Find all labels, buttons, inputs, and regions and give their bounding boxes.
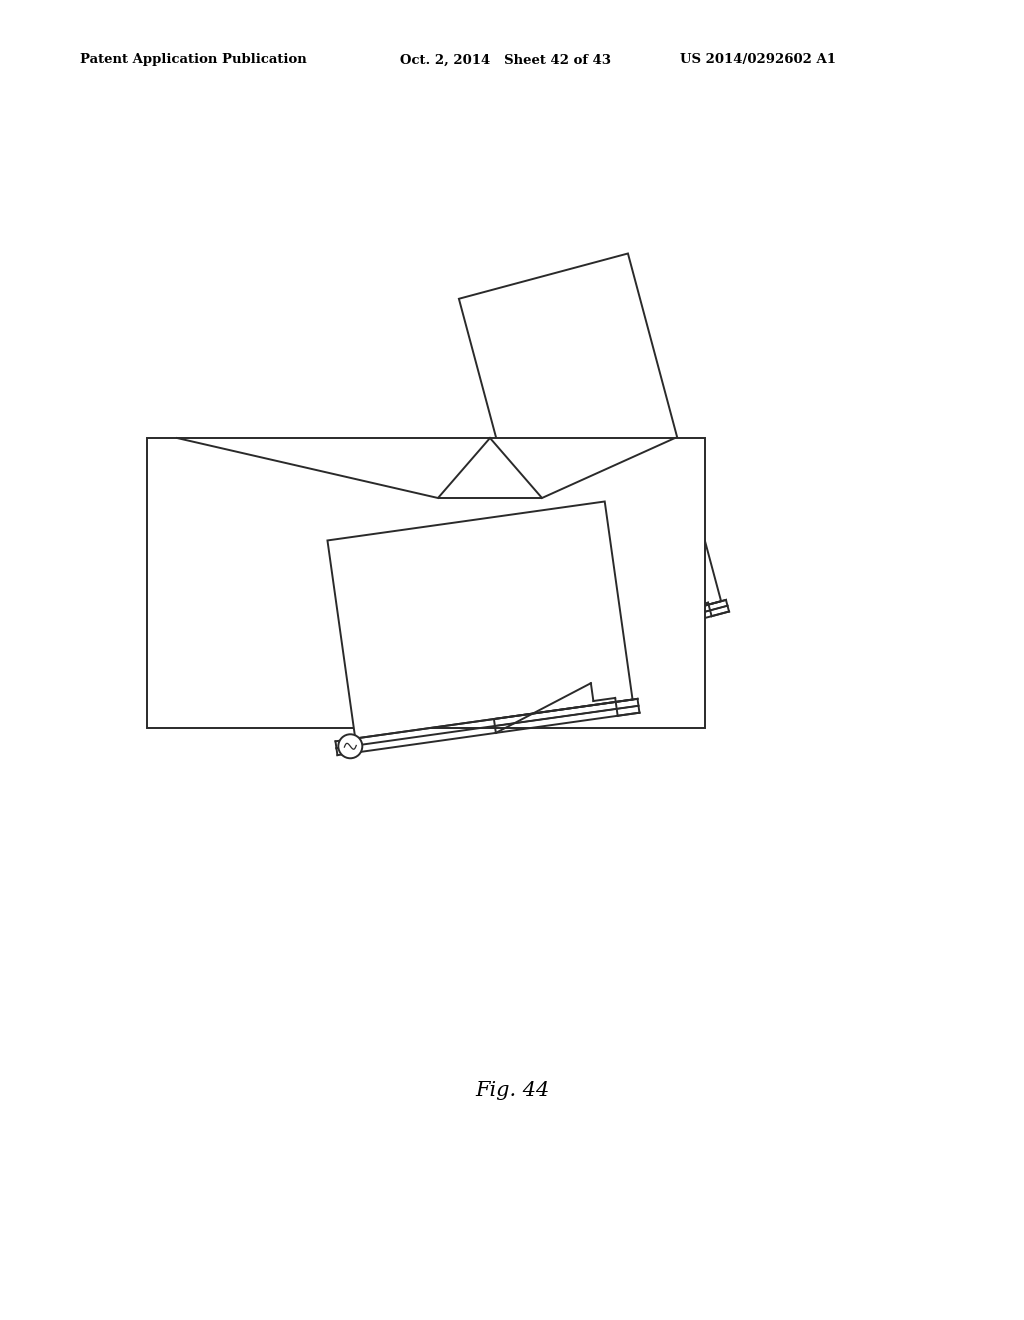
Text: Fig. 44: Fig. 44 <box>475 1081 549 1100</box>
Text: US 2014/0292602 A1: US 2014/0292602 A1 <box>680 54 836 66</box>
Text: Oct. 2, 2014   Sheet 42 of 43: Oct. 2, 2014 Sheet 42 of 43 <box>400 54 611 66</box>
Bar <box>147 438 705 729</box>
Polygon shape <box>459 253 721 647</box>
Circle shape <box>539 645 557 663</box>
Polygon shape <box>328 502 633 738</box>
Text: Patent Application Publication: Patent Application Publication <box>80 54 307 66</box>
Circle shape <box>338 734 362 758</box>
